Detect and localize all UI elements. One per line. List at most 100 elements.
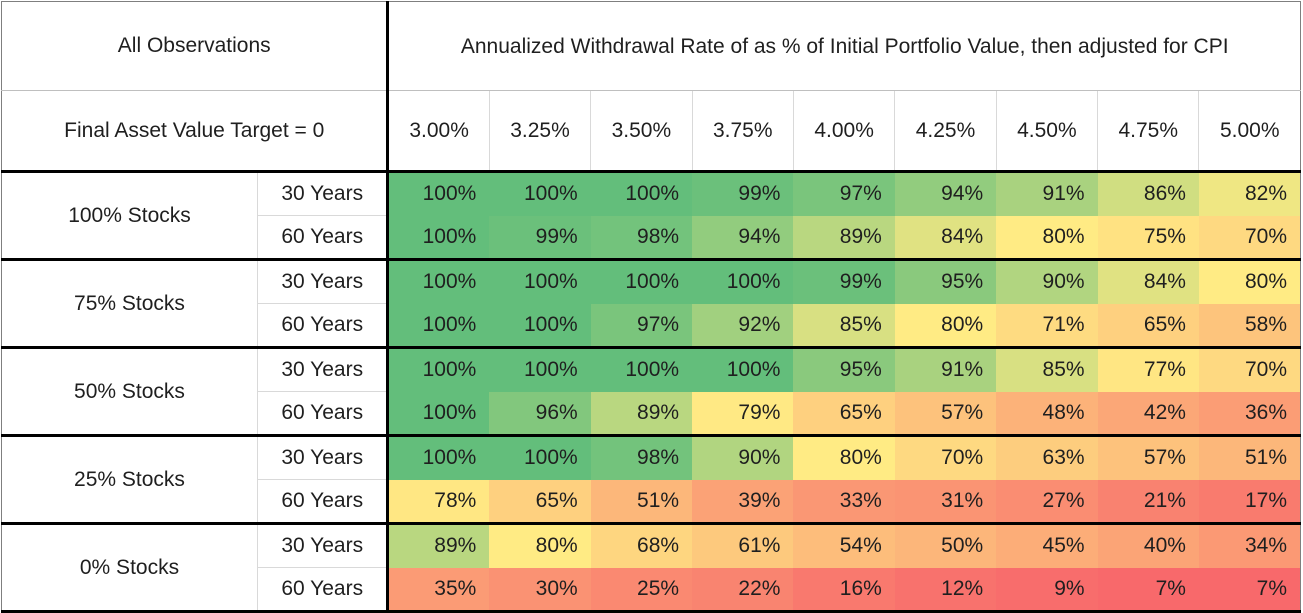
success-rate-cell: 7% (1198, 567, 1301, 612)
success-rate-cell: 84% (1097, 258, 1199, 304)
success-rate-cell: 84% (894, 215, 997, 260)
stock-allocation-label: 75% Stocks (1, 258, 258, 348)
success-rate-cell: 97% (793, 170, 895, 216)
success-rate-cell: 100% (692, 258, 794, 304)
horizon-label: 30 Years (256, 346, 388, 392)
success-rate-cell: 58% (1198, 303, 1301, 348)
success-rate-cell: 91% (894, 346, 997, 392)
success-rate-cell: 100% (386, 215, 490, 260)
horizon-label: 30 Years (256, 434, 388, 480)
horizon-label: 60 Years (256, 391, 388, 436)
success-rate-cell: 97% (590, 303, 693, 348)
success-rate-cell: 33% (793, 479, 895, 524)
success-rate-cell: 80% (1198, 258, 1301, 304)
success-rate-cell: 99% (692, 170, 794, 216)
success-rate-cell: 89% (793, 215, 895, 260)
success-rate-cell: 9% (996, 567, 1098, 612)
success-rate-cell: 100% (489, 258, 591, 304)
withdrawal-rate-title: Annualized Withdrawal Rate of as % of In… (386, 1, 1301, 91)
success-rate-cell: 48% (996, 391, 1098, 436)
rate-column-header: 5.00% (1198, 90, 1301, 172)
rate-column-header: 3.00% (386, 90, 490, 172)
success-rate-cell: 30% (489, 567, 591, 612)
stock-allocation-label: 100% Stocks (1, 170, 258, 260)
all-observations-title: All Observations (1, 1, 388, 91)
success-rate-cell: 36% (1198, 391, 1301, 436)
success-rate-cell: 80% (489, 522, 591, 568)
success-rate-cell: 100% (590, 346, 693, 392)
stock-allocation-label: 0% Stocks (1, 522, 258, 612)
success-rate-cell: 54% (793, 522, 895, 568)
final-asset-target-label: Final Asset Value Target = 0 (1, 90, 388, 172)
success-rate-cell: 22% (692, 567, 794, 612)
success-rate-cell: 90% (692, 434, 794, 480)
success-rate-cell: 65% (793, 391, 895, 436)
rate-column-header: 3.50% (590, 90, 693, 172)
success-rate-cell: 91% (996, 170, 1098, 216)
success-rate-cell: 51% (1198, 434, 1301, 480)
success-rate-cell: 99% (489, 215, 591, 260)
success-rate-cell: 100% (590, 170, 693, 216)
success-rate-cell: 80% (793, 434, 895, 480)
horizon-label: 30 Years (256, 170, 388, 216)
success-rate-cell: 82% (1198, 170, 1301, 216)
success-rate-cell: 98% (590, 434, 693, 480)
success-rate-cell: 42% (1097, 391, 1199, 436)
success-rate-cell: 100% (590, 258, 693, 304)
success-rate-cell: 100% (386, 346, 490, 392)
rate-column-header: 4.25% (894, 90, 997, 172)
success-rate-cell: 7% (1097, 567, 1199, 612)
success-rate-cell: 65% (1097, 303, 1199, 348)
horizon-label: 30 Years (256, 522, 388, 568)
success-rate-cell: 77% (1097, 346, 1199, 392)
success-rate-cell: 57% (894, 391, 997, 436)
success-rate-cell: 85% (793, 303, 895, 348)
success-rate-cell: 35% (386, 567, 490, 612)
success-rate-cell: 100% (489, 303, 591, 348)
success-rate-cell: 63% (996, 434, 1098, 480)
rate-column-header: 4.00% (792, 90, 895, 172)
rate-column-header: 4.50% (995, 90, 1098, 172)
success-rate-cell: 39% (692, 479, 794, 524)
success-rate-cell: 31% (894, 479, 997, 524)
success-rate-cell: 94% (692, 215, 794, 260)
success-rate-cell: 79% (692, 391, 794, 436)
success-rate-cell: 45% (996, 522, 1098, 568)
horizon-label: 60 Years (256, 215, 388, 260)
success-rate-cell: 80% (894, 303, 997, 348)
success-rate-cell: 50% (894, 522, 997, 568)
success-rate-cell: 85% (996, 346, 1098, 392)
success-rate-cell: 100% (692, 346, 794, 392)
success-rate-cell: 89% (590, 391, 693, 436)
success-rate-cell: 70% (1198, 215, 1301, 260)
success-rate-cell: 51% (590, 479, 693, 524)
success-rate-cell: 25% (590, 567, 693, 612)
success-rate-cell: 34% (1198, 522, 1301, 568)
success-rate-cell: 100% (489, 170, 591, 216)
success-rate-cell: 68% (590, 522, 693, 568)
rate-column-header: 3.75% (691, 90, 794, 172)
horizon-label: 60 Years (256, 479, 388, 524)
success-rate-cell: 100% (386, 391, 490, 436)
stock-allocation-label: 25% Stocks (1, 434, 258, 524)
success-rate-cell: 61% (692, 522, 794, 568)
success-rate-cell: 96% (489, 391, 591, 436)
horizon-label: 60 Years (256, 567, 388, 612)
success-rate-cell: 100% (386, 303, 490, 348)
stock-allocation-label: 50% Stocks (1, 346, 258, 436)
success-rate-cell: 86% (1097, 170, 1199, 216)
success-rate-cell: 27% (996, 479, 1098, 524)
success-rate-cell: 100% (386, 258, 490, 304)
rate-column-header: 3.25% (488, 90, 591, 172)
success-rate-cell: 21% (1097, 479, 1199, 524)
success-rate-cell: 40% (1097, 522, 1199, 568)
success-rate-cell: 100% (489, 346, 591, 392)
success-rate-cell: 16% (793, 567, 895, 612)
success-rate-cell: 57% (1097, 434, 1199, 480)
success-rate-cell: 95% (894, 258, 997, 304)
success-rate-cell: 75% (1097, 215, 1199, 260)
success-rate-cell: 89% (386, 522, 490, 568)
success-rate-cell: 71% (996, 303, 1098, 348)
success-rate-cell: 80% (996, 215, 1098, 260)
